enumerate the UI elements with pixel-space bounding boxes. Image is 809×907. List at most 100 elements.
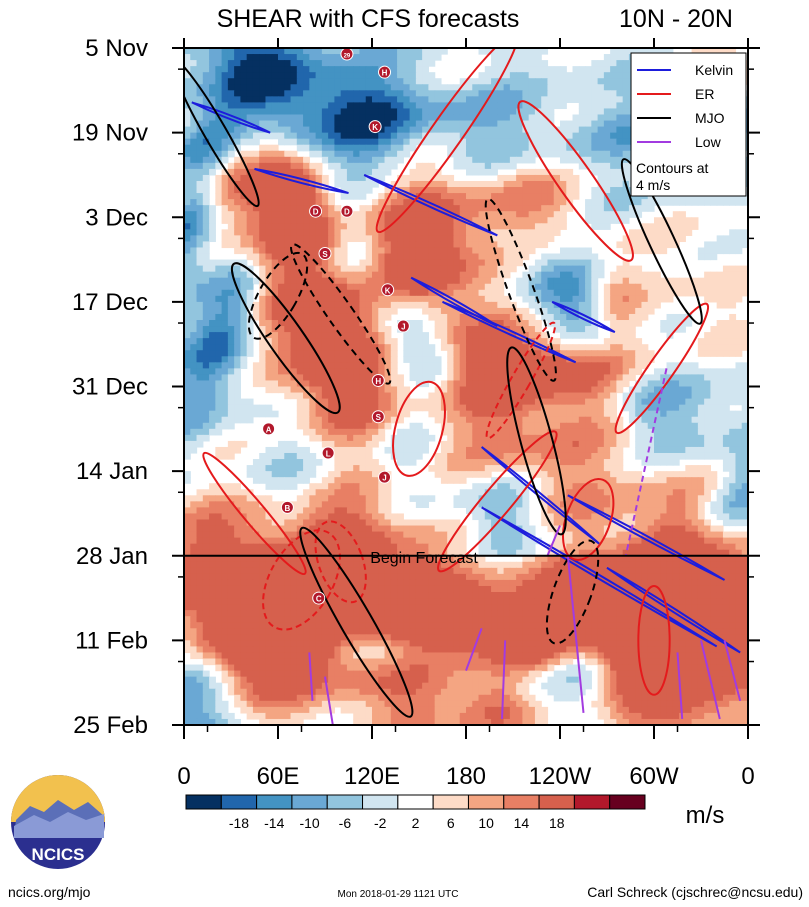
- er-wave: [637, 584, 671, 696]
- storm-marker-label: C: [316, 595, 322, 604]
- colorbar-swatch: [467, 794, 505, 810]
- colorbar-swatch: [503, 794, 540, 810]
- colorbar-tick-label: 10: [478, 815, 494, 831]
- low-track: [676, 652, 684, 720]
- er-wave: [202, 451, 307, 576]
- colorbar-tick-label: -10: [299, 815, 319, 831]
- logo-text: NCICS: [32, 845, 85, 864]
- storm-marker-label: H: [382, 69, 388, 78]
- colorbar-swatch: [538, 794, 575, 810]
- chart-region: 10N - 20N: [619, 5, 733, 33]
- legend-note-1: Contours at: [636, 160, 708, 176]
- storm-marker-label: D: [313, 208, 319, 217]
- colorbar-swatch: [220, 794, 258, 810]
- x-tick-label: 120E: [344, 763, 400, 790]
- er-wave: [614, 302, 710, 435]
- kelvin-wave: [442, 300, 577, 364]
- low-track: [546, 525, 561, 557]
- y-tick-label: 14 Jan: [76, 458, 148, 485]
- mjo-wave: [506, 346, 567, 536]
- low-track: [723, 640, 742, 702]
- low-track: [566, 555, 585, 714]
- x-tick-label: 0: [741, 763, 754, 790]
- y-tick-label: 17 Dec: [72, 289, 148, 316]
- storm-marker: K: [368, 120, 382, 134]
- colorbar-swatch: [432, 794, 469, 810]
- mjo-wave: [184, 58, 260, 208]
- x-tick-label: 60E: [257, 763, 300, 790]
- y-tick-label: 11 Feb: [75, 627, 148, 654]
- er-wave: [485, 321, 557, 440]
- storm-marker: A: [262, 422, 276, 436]
- storm-marker-label: S: [376, 413, 382, 422]
- er-wave: [262, 529, 341, 631]
- mjo-wave: [290, 243, 392, 385]
- colorbar-tick-label: 2: [412, 815, 420, 831]
- legend-kelvin: Kelvin: [695, 62, 733, 78]
- storm-marker: B: [280, 500, 294, 514]
- chart-title: SHEAR with CFS forecasts: [217, 5, 520, 33]
- storm-marker: J: [396, 319, 410, 333]
- kelvin-wave: [551, 300, 616, 334]
- storm-marker: D: [309, 204, 323, 218]
- storm-marker: S: [371, 410, 385, 424]
- colorbar-tick-label: -6: [339, 815, 352, 831]
- colorbar-units: m/s: [686, 802, 725, 829]
- storm-marker-label: J: [401, 323, 405, 332]
- legend-mjo: MJO: [695, 110, 725, 126]
- storm-marker-label: K: [372, 123, 378, 132]
- storm-marker-label: L: [326, 449, 331, 458]
- axes: 0 60E 120E 180 120W 60W 0 5 Nov 19 Nov 3 Dec 17 De…: [72, 35, 760, 790]
- storm-marker-label: A: [266, 425, 272, 434]
- ncics-logo: NCICS: [11, 775, 105, 869]
- forecast-label: Begin Forecast: [370, 550, 478, 567]
- legend: Kelvin ER MJO Low Contours at 4 m/s: [630, 52, 747, 197]
- mjo-wave: [299, 526, 414, 718]
- kelvin-wave: [481, 506, 718, 648]
- colorbar-tick-label: -2: [374, 815, 387, 831]
- kelvin-wave: [254, 167, 349, 195]
- colorbar-swatch: [291, 794, 328, 810]
- er-wave: [437, 430, 558, 573]
- storm-marker-label: J: [382, 474, 386, 483]
- storm-marker: L: [321, 446, 335, 460]
- er-wave: [314, 520, 367, 604]
- storm-marker: H: [378, 65, 392, 79]
- er-wave: [375, 48, 519, 234]
- low-track: [324, 676, 334, 725]
- y-tick-label: 25 Feb: [73, 712, 148, 739]
- colorbar-tick-label: -18: [229, 815, 249, 831]
- low-track: [501, 640, 507, 719]
- low-track: [465, 627, 483, 671]
- colorbar-swatch: [573, 794, 611, 810]
- storm-marker-label: K: [385, 286, 391, 295]
- storm-marker-label: H: [375, 377, 381, 386]
- colorbar-tick-label: 14: [514, 815, 530, 831]
- storm-marker-label: D: [344, 208, 350, 217]
- mjo-wave: [484, 197, 557, 382]
- colorbar-tick-label: 6: [447, 815, 455, 831]
- storm-marker-label: 29: [344, 54, 351, 60]
- low-track: [700, 640, 721, 720]
- colorbar-swatch: [397, 794, 434, 810]
- x-tick-label: 0: [177, 763, 190, 790]
- y-tick-label: 3 Dec: [85, 204, 148, 231]
- low-track: [624, 368, 668, 556]
- storm-marker: H: [371, 373, 385, 387]
- kelvin-wave: [410, 276, 498, 327]
- er-wave: [562, 478, 615, 561]
- kelvin-wave: [567, 494, 726, 581]
- storm-marker-label: S: [322, 250, 328, 259]
- storm-marker: D: [340, 204, 354, 218]
- colorbar-tick-label: 18: [549, 815, 565, 831]
- footer-author: Carl Schreck (cjschrec@ncsu.edu): [587, 884, 803, 900]
- x-tick-label: 180: [446, 763, 486, 790]
- colorbar-swatch: [362, 794, 399, 810]
- kelvin-wave: [363, 174, 498, 237]
- y-tick-label: 19 Nov: [72, 120, 148, 147]
- footer-timestamp: Mon 2018-01-29 1121 UTC: [338, 889, 459, 900]
- storm-marker: S: [318, 247, 332, 261]
- low-track: [308, 652, 314, 701]
- y-tick-label: 28 Jan: [76, 543, 148, 570]
